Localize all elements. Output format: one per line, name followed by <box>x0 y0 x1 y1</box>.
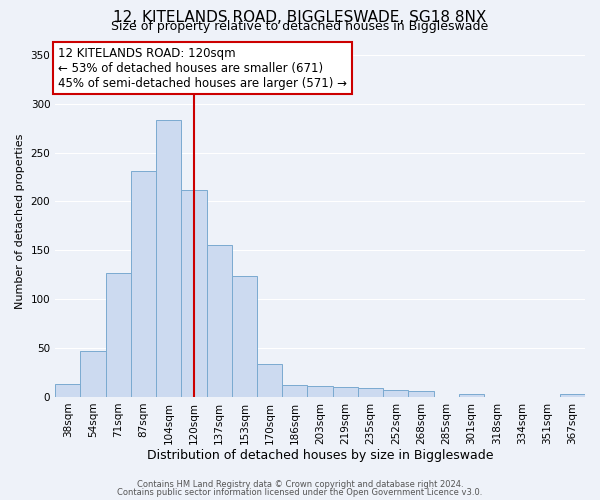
Bar <box>181 190 206 397</box>
Bar <box>409 391 434 397</box>
Text: Contains public sector information licensed under the Open Government Licence v3: Contains public sector information licen… <box>118 488 482 497</box>
Bar <box>80 351 106 397</box>
Bar <box>332 387 358 397</box>
Bar <box>206 246 232 397</box>
Bar <box>282 385 307 397</box>
Bar <box>131 171 156 397</box>
Text: 12, KITELANDS ROAD, BIGGLESWADE, SG18 8NX: 12, KITELANDS ROAD, BIGGLESWADE, SG18 8N… <box>113 10 487 25</box>
Bar <box>257 364 282 397</box>
Bar <box>459 394 484 397</box>
Bar <box>106 273 131 397</box>
Bar <box>55 384 80 397</box>
Bar <box>358 388 383 397</box>
Bar <box>232 276 257 397</box>
Bar <box>156 120 181 397</box>
Bar <box>383 390 409 397</box>
Bar <box>307 386 332 397</box>
X-axis label: Distribution of detached houses by size in Biggleswade: Distribution of detached houses by size … <box>147 450 493 462</box>
Text: 12 KITELANDS ROAD: 120sqm
← 53% of detached houses are smaller (671)
45% of semi: 12 KITELANDS ROAD: 120sqm ← 53% of detac… <box>58 47 347 90</box>
Bar <box>560 394 585 397</box>
Y-axis label: Number of detached properties: Number of detached properties <box>15 134 25 308</box>
Text: Size of property relative to detached houses in Biggleswade: Size of property relative to detached ho… <box>112 20 488 33</box>
Text: Contains HM Land Registry data © Crown copyright and database right 2024.: Contains HM Land Registry data © Crown c… <box>137 480 463 489</box>
